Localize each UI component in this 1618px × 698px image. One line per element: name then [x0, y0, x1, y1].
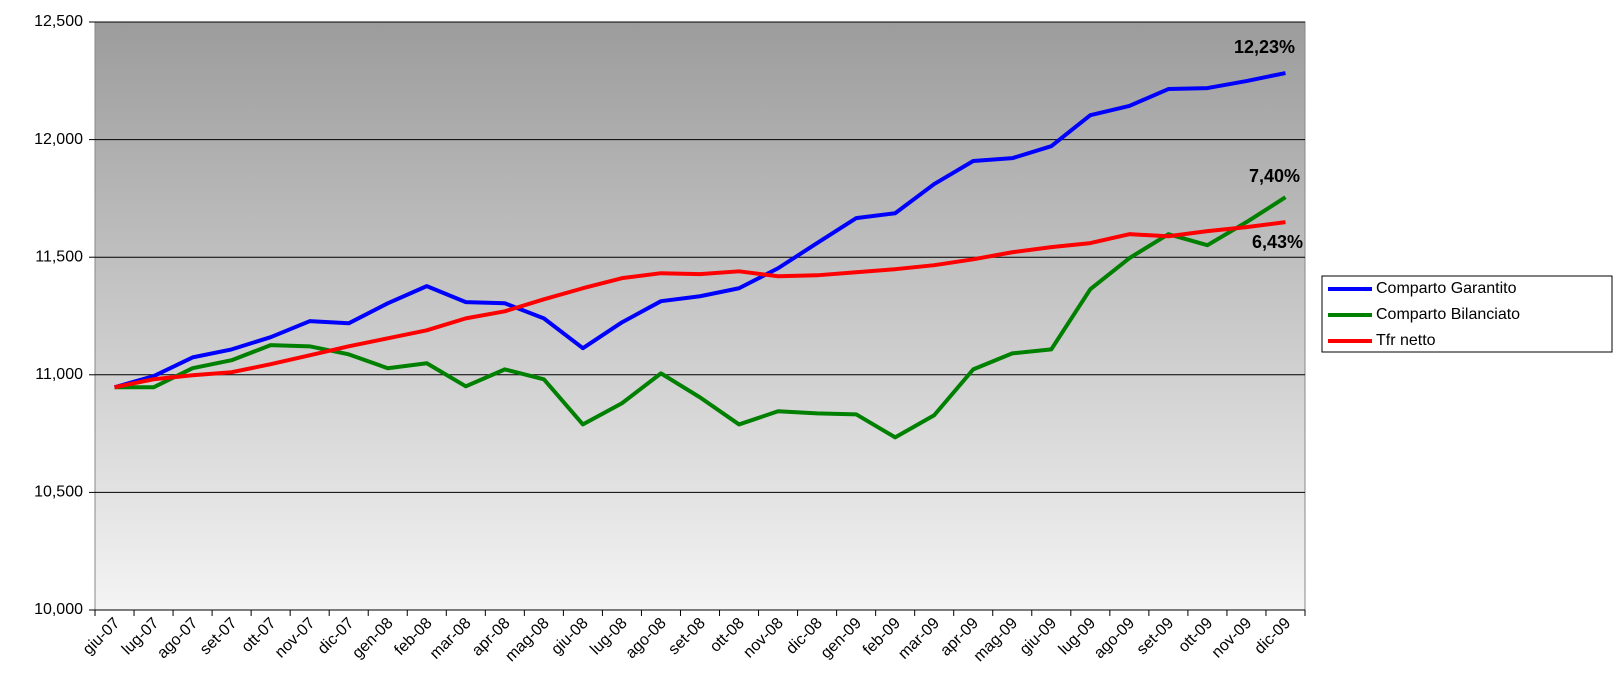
x-tick-label: mag-08 [502, 615, 552, 665]
x-tick-label: nov-09 [1209, 615, 1256, 662]
y-tick-label: 11,500 [35, 248, 83, 265]
x-tick-label: mar-09 [895, 615, 943, 663]
series-line [114, 195, 1287, 440]
series-line [114, 220, 1286, 390]
y-tick-label: 10,000 [34, 601, 83, 618]
x-tick-label: nov-08 [740, 615, 787, 662]
x-tick-label: giu-09 [1017, 615, 1061, 659]
annotation: 6,43% [1252, 232, 1303, 252]
y-tick-label: 12,500 [34, 13, 83, 30]
y-tick-label: 11,000 [35, 366, 83, 383]
x-tick-label: ago-08 [623, 615, 670, 662]
x-tick-label: giu-08 [548, 615, 592, 659]
x-tick-label: nov-07 [272, 615, 319, 662]
x-tick-label: mar-08 [427, 615, 475, 663]
x-tick-label: set-08 [665, 615, 709, 659]
annotation: 12,23% [1234, 37, 1295, 57]
y-tick-label: 10,500 [34, 484, 83, 501]
legend-label: Tfr netto [1376, 332, 1436, 349]
x-tick-label: giu-07 [80, 615, 124, 659]
plot-area [94, 21, 1306, 611]
legend-label: Comparto Bilanciato [1376, 306, 1520, 323]
x-tick-label: set-09 [1134, 615, 1178, 659]
x-tick-label: gen-08 [349, 615, 396, 662]
x-tick-label: ago-09 [1091, 615, 1138, 662]
x-tick-label: set-07 [197, 615, 241, 659]
annotation: 7,40% [1249, 166, 1300, 186]
legend-label: Comparto Garantito [1376, 280, 1517, 297]
y-tick-label: 12,000 [34, 131, 83, 148]
x-tick-label: dic-09 [1251, 615, 1294, 658]
x-tick-label: mag-09 [971, 615, 1021, 665]
x-tick-label: ago-07 [154, 615, 201, 662]
x-tick-label: gen-09 [818, 615, 865, 662]
series-line [113, 71, 1286, 390]
